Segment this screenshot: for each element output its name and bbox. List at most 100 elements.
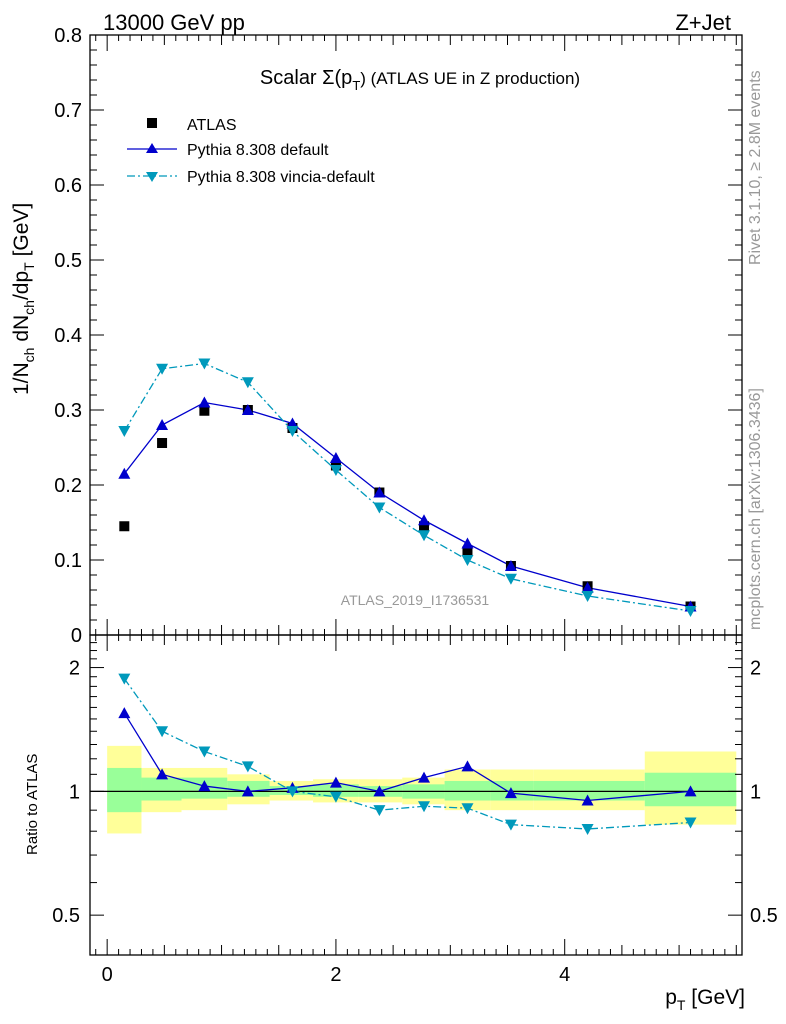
y-tick-label: 0.4	[54, 325, 82, 347]
ratio-tick-label-left: 0.5	[52, 905, 80, 927]
data-point-vincia	[461, 555, 474, 566]
x-axis-label: pT [GeV]	[665, 986, 745, 1013]
y-tick-label: 0.3	[54, 400, 82, 422]
legend-label-vincia: Pythia 8.308 vincia-default	[187, 169, 375, 186]
data-point-default	[156, 419, 169, 430]
ylabel-part-3: /dp	[10, 271, 33, 300]
data-point-vincia	[684, 606, 697, 617]
x-tick-label: 4	[559, 964, 570, 986]
legend-marker-atlas	[147, 118, 157, 128]
data-point-default	[241, 404, 254, 415]
data-point-vincia	[156, 363, 169, 375]
ratio-tick-label-left: 2	[69, 658, 80, 680]
data-point-atlas	[462, 546, 473, 556]
ratio-tick-label-right: 1	[750, 781, 761, 803]
ratio-band-inner	[533, 780, 645, 801]
ratio-tick-label-right: 0.5	[750, 905, 778, 927]
data-point-vincia	[118, 426, 131, 437]
data-point-default	[286, 417, 299, 429]
data-point-vincia	[329, 465, 342, 476]
series-line-default	[123, 401, 691, 608]
ylabel-sub-1: ch	[21, 348, 37, 363]
data-point-vincia	[504, 573, 517, 585]
ratio-point-vincia	[329, 791, 342, 803]
legend: ATLAS Pythia 8.308 default Pythia 8.308 …	[127, 117, 375, 186]
data-point-vincia	[418, 530, 431, 542]
ratio-point-vincia	[373, 805, 386, 817]
y-tick-label: 0.8	[54, 25, 82, 47]
data-point-default	[118, 467, 131, 479]
ratio-point-vincia	[461, 803, 474, 815]
ratio-point-default	[418, 771, 431, 783]
ratio-point-vincia	[198, 746, 211, 758]
ratio-point-vincia	[418, 801, 431, 813]
data-point-default	[581, 581, 594, 593]
ylabel-part-1: 1/N	[10, 362, 33, 395]
ylabel-sub-2: ch	[21, 300, 37, 315]
y-tick-label: 0.2	[54, 475, 82, 497]
main-series-layer	[118, 358, 697, 617]
ratio-point-default	[461, 760, 474, 772]
ratio-y-axis-label: Ratio to ATLAS	[24, 754, 41, 855]
ratio-point-default	[198, 780, 211, 792]
ratio-line-default	[123, 712, 691, 802]
data-point-default	[373, 486, 386, 498]
y-tick-label: 0.7	[54, 100, 82, 122]
data-point-default	[418, 514, 431, 526]
main-y-axis-label: 1/Nch dNch/dpT [GeV]	[10, 203, 37, 395]
y-tick-label: 0.6	[54, 175, 82, 197]
ylabel-part-2: dN	[10, 315, 33, 348]
ratio-band-inner	[444, 780, 491, 801]
legend-marker-default	[146, 143, 158, 153]
x-tick-label: 0	[102, 964, 113, 986]
collision-label: 13000 GeV pp	[103, 10, 245, 35]
ratio-point-vincia	[504, 819, 517, 831]
ratio-point-default	[373, 785, 386, 797]
legend-label-atlas: ATLAS	[187, 117, 237, 134]
ratio-point-vincia	[684, 817, 697, 829]
data-point-vincia	[241, 377, 254, 389]
xlabel-unit: [GeV]	[685, 986, 745, 1009]
ratio-point-default	[241, 785, 254, 797]
ratio-point-default	[581, 794, 594, 806]
ratio-point-default	[156, 768, 169, 780]
ylabel-part-4: [GeV]	[10, 203, 33, 263]
data-point-default	[329, 452, 342, 463]
ratio-series-layer	[118, 673, 697, 835]
ratio-band-inner	[313, 784, 359, 797]
legend-marker-vincia	[146, 172, 158, 182]
ratio-point-vincia	[581, 823, 594, 835]
ratio-point-vincia	[118, 673, 131, 685]
ratio-point-default	[504, 787, 517, 799]
axes-frames: 0 0.1 0.2 0.3 0.4 0.5 0.6 0.7 0.8 0 2 4 0.5 0.5 1 1 2 2	[52, 25, 778, 986]
x-tick-label: 2	[330, 964, 341, 986]
ratio-bands-layer	[90, 745, 742, 834]
data-point-atlas	[119, 521, 130, 532]
ratio-band-inner	[141, 777, 182, 801]
ylabel-sub-3: T	[21, 262, 37, 271]
data-point-default	[461, 537, 474, 549]
y-tick-label: 0.5	[54, 250, 82, 272]
ratio-point-vincia	[241, 761, 254, 773]
chart-title-rest: ) (ATLAS UE in Z production)	[360, 69, 580, 88]
data-point-atlas	[199, 405, 210, 416]
rivet-version-label: Rivet 3.1.10, ≥ 2.8M events	[747, 70, 764, 265]
series-line-vincia	[123, 362, 691, 612]
xlabel-p: p	[665, 986, 677, 1009]
ratio-point-default	[684, 785, 697, 797]
analysis-watermark: ATLAS_2019_I1736531	[341, 592, 490, 608]
legend-label-default: Pythia 8.308 default	[187, 142, 329, 159]
ratio-tick-label-left: 1	[69, 781, 80, 803]
ratio-point-default	[118, 707, 131, 719]
y-tick-label: 0	[71, 625, 82, 647]
xlabel-sub: T	[677, 997, 686, 1013]
ratio-point-vincia	[156, 726, 169, 738]
data-point-atlas	[157, 438, 168, 448]
chart-title-sub: T	[352, 78, 360, 93]
process-label: Z+Jet	[675, 10, 731, 35]
ratio-point-default	[329, 776, 342, 788]
ratio-tick-label-right: 2	[750, 658, 761, 680]
data-point-vincia	[198, 358, 211, 370]
data-point-atlas	[419, 521, 430, 532]
